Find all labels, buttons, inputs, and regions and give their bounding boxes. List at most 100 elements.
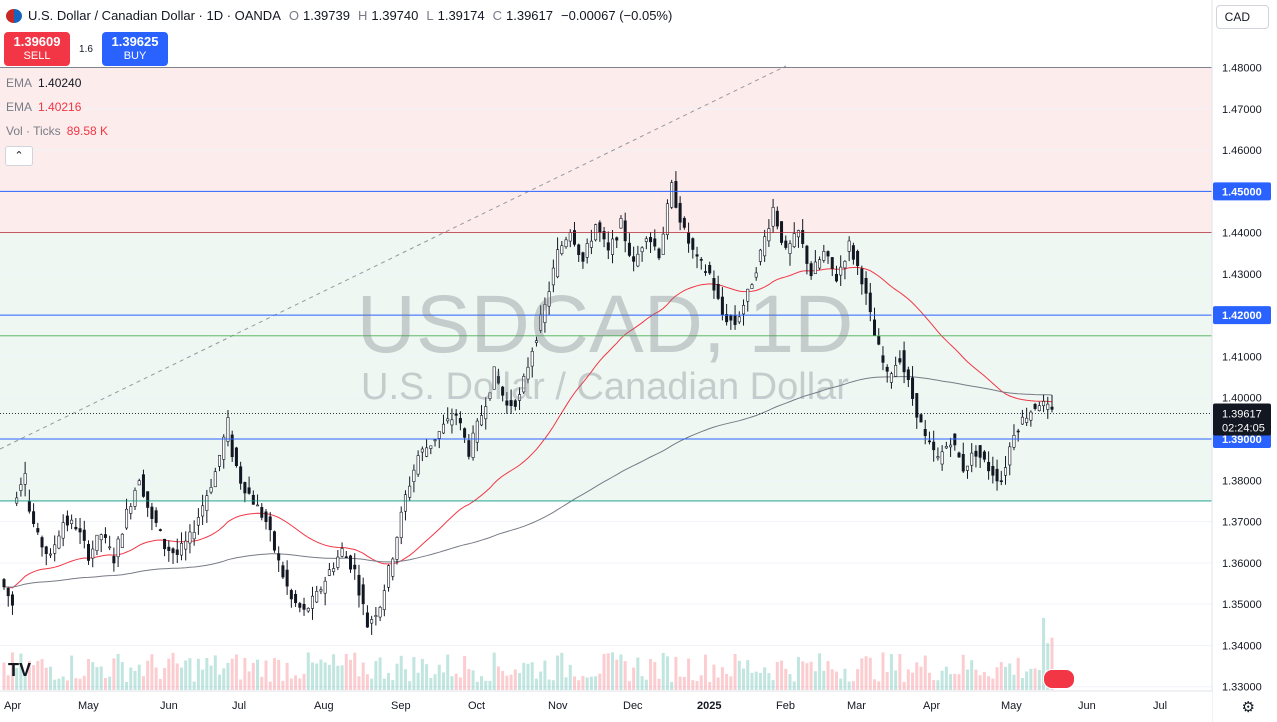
- usd-cad-flag-icon: [6, 8, 22, 23]
- volume-bar: [226, 662, 230, 690]
- candle-body: [458, 418, 462, 424]
- candle-body: [332, 568, 336, 572]
- time-tick-label: May: [78, 700, 99, 712]
- candle: [188, 524, 192, 554]
- candle-body: [294, 593, 298, 604]
- candle: [234, 446, 238, 468]
- indicator-ema-fast[interactable]: EMA 1.40216: [6, 100, 81, 114]
- candle-body: [889, 373, 893, 383]
- candle: [856, 249, 860, 275]
- candle-body: [763, 236, 767, 257]
- trade-panel: 1.39609 SELL 1.6 1.39625 BUY: [4, 32, 168, 66]
- candle: [315, 585, 319, 604]
- candle-body: [788, 243, 792, 254]
- candle-body: [995, 468, 999, 482]
- buy-button[interactable]: 1.39625 BUY: [102, 32, 168, 66]
- candle-body: [758, 249, 762, 262]
- candle-body: [188, 531, 192, 544]
- candle: [611, 230, 615, 264]
- volume-bar: [57, 678, 61, 690]
- candle: [911, 366, 915, 406]
- candle: [547, 281, 551, 316]
- tradingview-logo-icon[interactable]: TV: [8, 660, 32, 680]
- candle-body: [103, 534, 107, 538]
- volume-bar: [687, 658, 691, 690]
- event-flag-icon[interactable]: [1043, 669, 1075, 689]
- candle-body: [496, 376, 500, 384]
- candle: [805, 244, 809, 275]
- candle-body: [999, 480, 1003, 483]
- volume-bar: [991, 678, 995, 690]
- candle: [940, 445, 944, 471]
- candle: [95, 534, 99, 556]
- candle: [327, 563, 331, 577]
- candle: [919, 413, 923, 423]
- volume-bar: [1012, 674, 1016, 690]
- volume-bar: [294, 675, 298, 690]
- candle-body: [120, 533, 124, 548]
- candle-body: [289, 590, 293, 600]
- candle: [923, 419, 927, 445]
- candle: [632, 246, 636, 272]
- price-tick-label: 1.34000: [1222, 640, 1262, 652]
- candle-body: [446, 418, 450, 422]
- candle-body: [239, 466, 243, 484]
- time-tick-label: Mar: [847, 700, 866, 712]
- candle-body: [796, 230, 800, 238]
- gear-icon[interactable]: ⚙: [1241, 699, 1255, 716]
- collapse-indicators-button[interactable]: ⌃: [5, 146, 33, 166]
- candle-body: [911, 377, 915, 399]
- candle-body: [906, 369, 910, 381]
- candle-body: [475, 420, 479, 443]
- indicator-ema-slow[interactable]: EMA 1.40240: [6, 76, 81, 90]
- volume-bar: [970, 660, 974, 690]
- candle: [306, 607, 310, 613]
- candle-body: [87, 543, 91, 561]
- volume-bar: [205, 658, 209, 690]
- candle: [471, 425, 475, 461]
- change-value: −0.00067 (−0.05%): [561, 8, 673, 23]
- volume-bar: [906, 669, 910, 690]
- candle-body: [19, 484, 23, 491]
- candle-body: [923, 429, 927, 436]
- currency-selector[interactable]: CAD: [1215, 5, 1269, 29]
- symbol-title[interactable]: U.S. Dollar / Canadian Dollar · 1D · OAN…: [28, 8, 281, 23]
- candle-body: [513, 400, 517, 407]
- time-tick-label: Feb: [776, 700, 795, 712]
- candle-body: [48, 553, 52, 556]
- price-tick-label: 1.37000: [1222, 517, 1262, 529]
- candle-body: [856, 250, 860, 266]
- indicator-volume[interactable]: Vol · Ticks 89.58 K: [6, 124, 108, 138]
- volume-bar: [306, 652, 310, 690]
- candle: [1029, 410, 1033, 427]
- volume-bar: [120, 662, 124, 690]
- candle: [999, 470, 1003, 486]
- volume-bar: [1046, 643, 1050, 690]
- candle: [19, 477, 23, 497]
- time-tick-label: Oct: [468, 700, 485, 712]
- candle: [750, 283, 754, 289]
- candle: [526, 357, 530, 384]
- candle-body: [606, 242, 610, 251]
- candle-body: [480, 415, 484, 426]
- candle-body: [260, 507, 264, 518]
- candle-body: [843, 261, 847, 269]
- candle-body: [150, 506, 154, 519]
- candle-body: [915, 393, 919, 418]
- volume-bar: [805, 663, 809, 690]
- volume-bar: [154, 667, 158, 690]
- volume-bar: [484, 680, 488, 690]
- candle-body: [501, 386, 505, 396]
- sell-button[interactable]: 1.39609 SELL: [4, 32, 70, 66]
- volume-bar: [788, 674, 792, 690]
- volume-bar: [568, 664, 572, 690]
- candle-body: [108, 546, 112, 549]
- candle: [323, 576, 327, 606]
- candle-body: [581, 252, 585, 262]
- candle-body: [598, 222, 602, 233]
- volume-bar: [763, 667, 767, 690]
- candle: [788, 240, 792, 266]
- candle-body: [1050, 406, 1054, 410]
- candle: [336, 550, 340, 571]
